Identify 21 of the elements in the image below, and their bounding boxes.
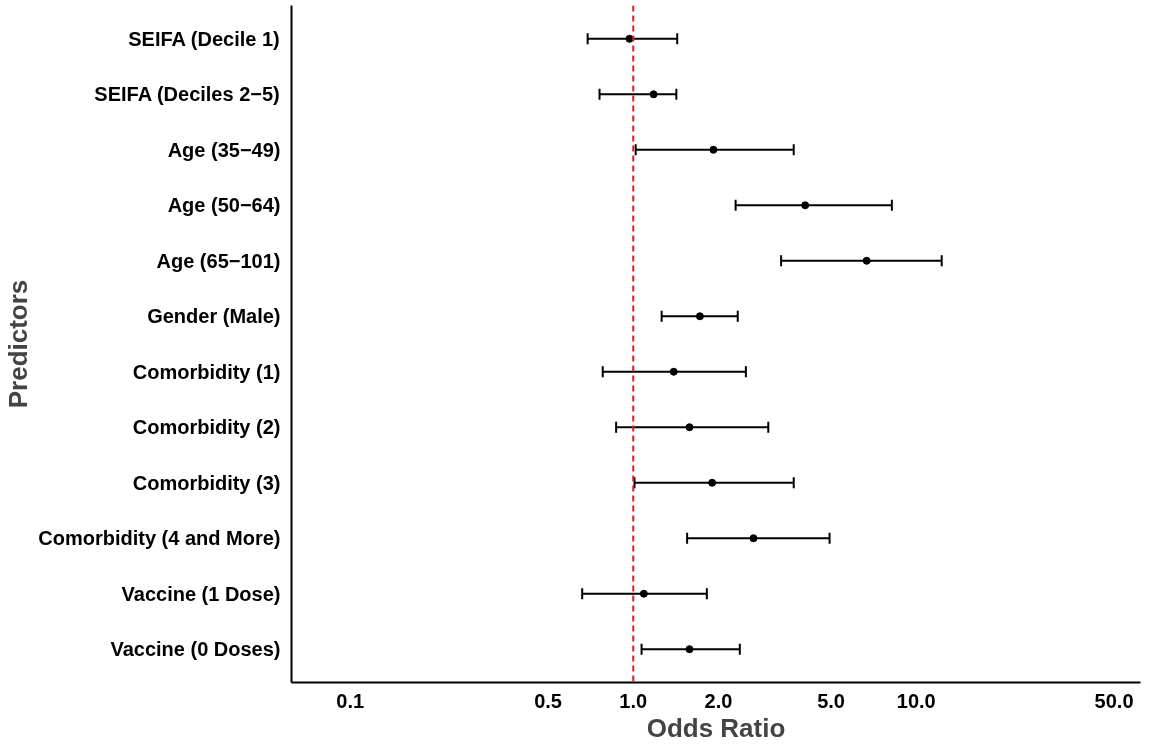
y-tick-label: Vaccine (1 Dose) xyxy=(121,582,281,605)
y-tick-label: Gender (Male) xyxy=(147,305,281,328)
y-tick-label: Age (65−101) xyxy=(156,249,281,272)
y-tick-label: SEIFA (Deciles 2−5) xyxy=(94,83,280,106)
y-tick-label: Comorbidity (1) xyxy=(132,360,281,383)
x-tick-label: 0.5 xyxy=(534,689,562,712)
x-axis-title: Odds Ratio xyxy=(646,712,786,743)
y-tick-label: Comorbidity (2) xyxy=(132,416,281,439)
y-tick-label: Comorbidity (3) xyxy=(132,471,281,494)
x-tick-label: 1.0 xyxy=(619,689,648,712)
y-tick-label: Age (50−64) xyxy=(167,194,281,217)
y-tick-label: Age (35−49) xyxy=(167,138,281,161)
y-tick-label: SEIFA (Decile 1) xyxy=(128,27,280,50)
y-tick-label: Vaccine (0 Doses) xyxy=(110,638,281,661)
x-tick-label: 50.0 xyxy=(1094,689,1134,712)
x-tick-label: 5.0 xyxy=(817,689,845,712)
x-tick-label: 0.1 xyxy=(336,689,365,712)
x-tick-label: 10.0 xyxy=(896,689,936,712)
x-tick-label: 2.0 xyxy=(704,689,733,712)
y-axis-title: Predictors xyxy=(3,279,34,409)
y-tick-label: Comorbidity (4 and More) xyxy=(38,527,281,550)
